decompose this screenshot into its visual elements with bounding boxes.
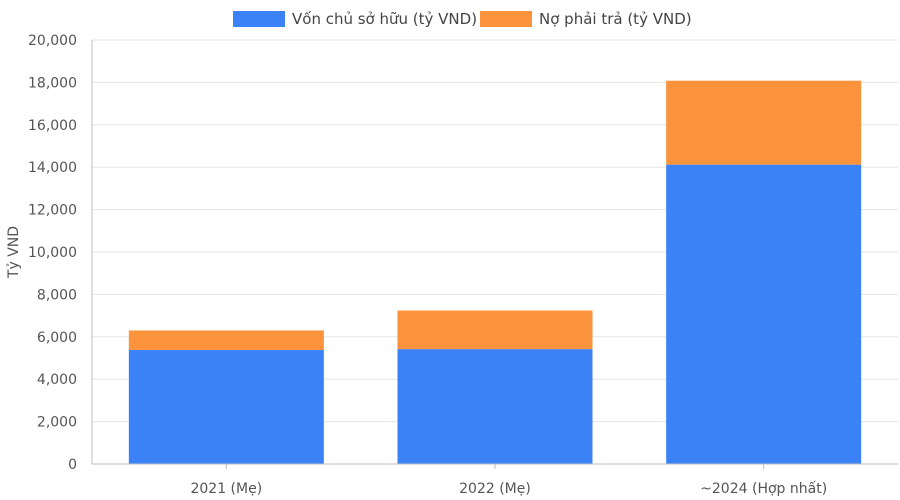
y-tick-label: 16,000 [28, 118, 77, 134]
legend-label-liabilities: Nợ phải trả (tỷ VND) [539, 10, 692, 28]
y-tick-label: 6,000 [37, 330, 77, 346]
bar-liabilities-1[interactable] [397, 310, 593, 350]
bar-liabilities-0[interactable] [128, 330, 324, 350]
y-tick-label: 18,000 [28, 75, 77, 91]
legend-swatch-equity [233, 11, 285, 27]
legend-label-equity: Vốn chủ sở hữu (tỷ VND) [292, 10, 477, 28]
x-tick-label: 2022 (Mẹ) [459, 481, 531, 497]
y-tick-label: 2,000 [37, 415, 77, 431]
y-axis: 0 2,000 4,000 6,000 8,000 10,000 12,000 14,000 1… [28, 33, 93, 473]
legend-item-liabilities[interactable]: Nợ phải trả (tỷ VND) [480, 10, 692, 28]
x-axis: 2021 (Mẹ) 2022 (Mẹ) ~2024 (Hợp nhất) [92, 463, 898, 497]
bar-equity-2[interactable] [666, 164, 862, 464]
bar-equity-0[interactable] [128, 349, 324, 464]
y-axis-title: Tỷ VND [6, 226, 22, 279]
y-tick-label: 12,000 [28, 203, 77, 219]
legend-swatch-liabilities [480, 11, 532, 27]
legend: Vốn chủ sở hữu (tỷ VND) Nợ phải trả (tỷ … [233, 10, 692, 28]
bar-equity-1[interactable] [397, 349, 593, 464]
x-tick-label: 2021 (Mẹ) [190, 481, 262, 497]
y-tick-label: 10,000 [28, 245, 77, 261]
y-tick-label: 20,000 [28, 33, 77, 49]
bars [128, 80, 862, 464]
legend-item-equity[interactable]: Vốn chủ sở hữu (tỷ VND) [233, 10, 477, 28]
y-tick-label: 4,000 [37, 372, 77, 388]
bar-liabilities-2[interactable] [666, 80, 862, 165]
y-tick-label: 14,000 [28, 160, 77, 176]
y-tick-label: 0 [68, 457, 77, 473]
y-tick-label: 8,000 [37, 287, 77, 303]
x-tick-label: ~2024 (Hợp nhất) [700, 481, 827, 497]
